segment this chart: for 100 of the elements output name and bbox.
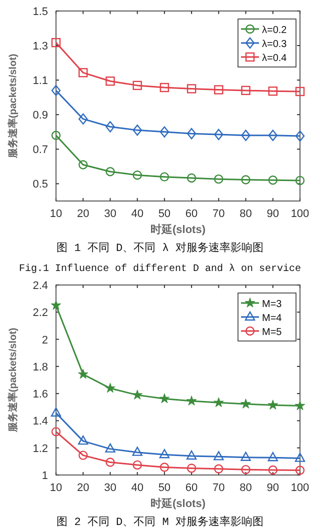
point xyxy=(295,176,305,186)
point xyxy=(132,390,142,400)
x-tick-label: 50 xyxy=(158,208,171,220)
x-tick-label: 40 xyxy=(131,482,144,494)
point xyxy=(132,124,142,136)
y-tick-label: 0.9 xyxy=(32,110,48,122)
point xyxy=(106,458,115,467)
x-tick-label: 60 xyxy=(185,208,198,220)
point xyxy=(159,449,170,458)
y-tick-label: 1.8 xyxy=(32,361,48,374)
legend-label: M=5 xyxy=(262,327,282,338)
point xyxy=(51,427,61,436)
caption: Fig.1 Influence of different D and λ on service xyxy=(18,263,302,275)
text: 图 2 不同 D、不同 M 对服务速率影响图 xyxy=(56,515,264,529)
point xyxy=(295,86,305,96)
y-tick-label: 1.4 xyxy=(32,416,48,428)
x-tick-label: 10 xyxy=(50,208,62,220)
point xyxy=(268,465,278,475)
point xyxy=(214,85,224,94)
legend-label: λ=0.4 xyxy=(262,53,288,64)
point xyxy=(51,130,61,140)
point xyxy=(295,466,305,475)
point xyxy=(132,170,142,180)
point xyxy=(51,38,61,48)
y-tick-label: 1.2 xyxy=(32,442,48,455)
y-tick-label: 2.4 xyxy=(32,280,48,292)
point xyxy=(106,121,115,132)
point xyxy=(132,460,142,470)
point xyxy=(186,450,197,460)
point xyxy=(132,446,142,456)
y-tick-label: 2 xyxy=(42,334,48,346)
point xyxy=(186,464,196,473)
x-tick-label: 90 xyxy=(266,482,280,494)
point xyxy=(50,300,62,310)
point xyxy=(51,84,61,96)
point xyxy=(160,462,170,472)
point xyxy=(240,452,251,461)
point xyxy=(186,128,196,140)
y-tick-label: 0.5 xyxy=(32,178,48,191)
point xyxy=(78,368,88,379)
y-tick-label: 2.2 xyxy=(32,307,48,320)
point xyxy=(268,400,278,410)
point xyxy=(294,452,306,462)
point xyxy=(132,80,142,90)
point xyxy=(106,167,115,176)
point xyxy=(78,68,88,78)
x-tick-label: 80 xyxy=(240,482,252,494)
point xyxy=(294,400,306,410)
x-tick-label: 60 xyxy=(185,482,198,494)
x-tick-label: 30 xyxy=(104,208,116,220)
point xyxy=(106,76,115,86)
y-tick-label: 1.3 xyxy=(32,40,48,53)
legend-label: λ=0.2 xyxy=(262,25,288,36)
point xyxy=(186,396,197,406)
point xyxy=(105,382,116,393)
x-tick-label: 30 xyxy=(104,482,116,494)
point xyxy=(105,443,116,453)
point xyxy=(214,174,224,184)
point xyxy=(160,172,170,182)
x-axis-title: 时延(slots) xyxy=(150,223,206,236)
point xyxy=(78,435,88,445)
x-axis-title: 时延(slots) xyxy=(150,497,206,510)
point xyxy=(268,130,278,141)
point xyxy=(159,393,170,404)
x-tick-label: 10 xyxy=(50,482,62,494)
legend-label: λ=0.3 xyxy=(262,39,288,50)
legend-label: M=4 xyxy=(262,313,282,324)
point xyxy=(214,128,224,140)
point xyxy=(268,452,278,462)
point xyxy=(160,82,170,92)
point xyxy=(241,175,250,184)
legend-label: M=3 xyxy=(262,299,282,310)
x-tick-label: 80 xyxy=(240,208,252,220)
x-tick-label: 40 xyxy=(131,208,144,220)
text: 图 1 不同 D、不同 λ 对服务速率影响图 xyxy=(56,241,264,255)
y-axis-title: 服务速率(packets/slot) xyxy=(7,328,19,434)
point xyxy=(241,86,250,96)
point xyxy=(160,126,170,138)
y-tick-label: 1.1 xyxy=(32,75,48,88)
x-tick-label: 70 xyxy=(212,482,225,494)
point xyxy=(295,130,305,142)
point xyxy=(186,173,196,183)
point xyxy=(78,450,88,460)
point xyxy=(241,464,250,474)
x-tick-label: 90 xyxy=(266,208,280,220)
point xyxy=(78,113,88,125)
x-tick-label: 100 xyxy=(290,208,310,220)
y-tick-label: 1.5 xyxy=(32,6,48,18)
point xyxy=(214,451,224,460)
x-tick-label: 20 xyxy=(76,482,90,494)
point xyxy=(268,86,278,96)
point xyxy=(268,176,278,185)
point xyxy=(78,160,88,170)
y-tick-label: 1.6 xyxy=(32,388,48,401)
x-tick-label: 100 xyxy=(290,482,310,494)
y-tick-label: 0.7 xyxy=(32,144,48,156)
point xyxy=(241,130,250,141)
y-axis-title: 服务速率(packets/slot) xyxy=(7,54,19,160)
x-tick-label: 50 xyxy=(158,482,171,494)
point xyxy=(50,407,62,417)
